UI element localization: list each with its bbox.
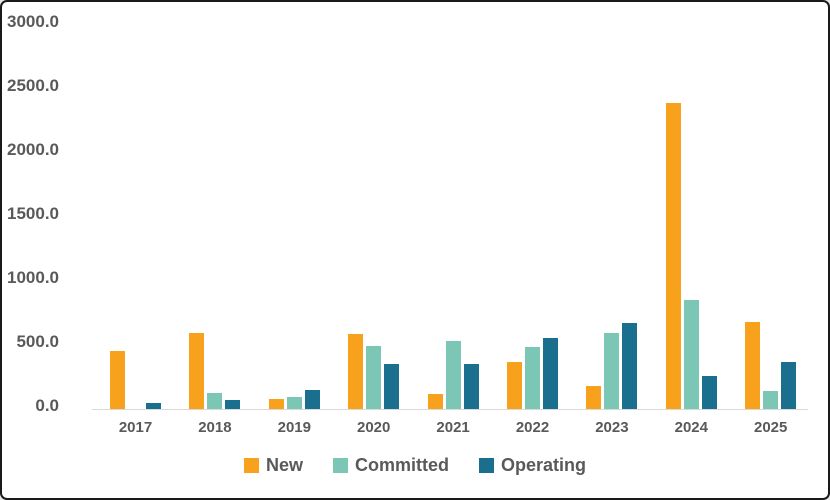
- legend-label: Operating: [501, 455, 587, 475]
- bar-new-2025: [745, 321, 761, 409]
- bar-operating-2023: [622, 323, 638, 409]
- bar-committed-2022: [525, 346, 540, 409]
- x-axis-label-2024: 2024: [674, 419, 708, 436]
- legend-label: Committed: [355, 455, 449, 475]
- bar-new-2018: [189, 332, 205, 409]
- bar-operating-2017: [146, 402, 161, 409]
- x-axis-label-2017: 2017: [118, 419, 153, 436]
- bar-operating-2021: [463, 363, 479, 409]
- bar-operating-2022: [543, 337, 558, 409]
- bar-operating-2025: [781, 362, 797, 409]
- bar-new-2024: [665, 103, 681, 409]
- legend-label: New: [265, 455, 303, 475]
- bar-committed-2020: [366, 345, 382, 409]
- bar-new-2022: [507, 361, 522, 409]
- x-axis-label-2021: 2021: [436, 419, 470, 436]
- bar-operating-2024: [701, 375, 717, 409]
- x-axis-label-2018: 2018: [198, 419, 232, 436]
- bar-committed-2025: [763, 391, 779, 409]
- legend-item-committed: Committed: [333, 455, 449, 476]
- x-axis-label-2019: 2019: [277, 419, 311, 436]
- bar-operating-2020: [384, 363, 400, 409]
- x-axis-label-2023: 2023: [595, 419, 629, 436]
- y-axis-tick-label: 1000.0: [7, 268, 59, 287]
- bar-new-2021: [427, 393, 443, 409]
- bar-committed-2023: [604, 333, 620, 409]
- bar-new-2019: [268, 398, 284, 409]
- y-axis-tick-label: 2000.0: [7, 140, 59, 159]
- x-axis-label-2020: 2020: [357, 419, 391, 436]
- legend-item-operating: Operating: [479, 455, 586, 476]
- y-axis-tick-label: 0.0: [35, 396, 59, 415]
- legend: New Committed Operating: [2, 455, 828, 476]
- bar-committed-2024: [683, 300, 699, 409]
- legend-item-new: New: [243, 455, 303, 476]
- bar-committed-2021: [445, 340, 461, 409]
- bar-operating-2018: [225, 400, 241, 409]
- legend-swatch-icon: [333, 458, 348, 473]
- bar-committed-2018: [207, 393, 223, 409]
- bar-new-2020: [348, 334, 364, 409]
- legend-swatch-icon: [479, 458, 494, 473]
- bar-new-2017: [110, 351, 125, 409]
- bar-new-2023: [586, 385, 602, 409]
- legend-swatch-icon: [243, 458, 259, 473]
- bar-operating-2019: [304, 390, 320, 409]
- y-axis-tick-label: 2500.0: [7, 76, 59, 95]
- x-axis-line: [92, 409, 808, 410]
- x-axis-label-2022: 2022: [515, 419, 550, 436]
- bar-committed-2019: [286, 396, 302, 409]
- x-axis-label-2025: 2025: [754, 419, 788, 436]
- y-axis-tick-label: 500.0: [16, 332, 59, 351]
- y-axis-tick-label: 1500.0: [7, 204, 59, 223]
- y-axis-tick-label: 3000.0: [7, 12, 59, 31]
